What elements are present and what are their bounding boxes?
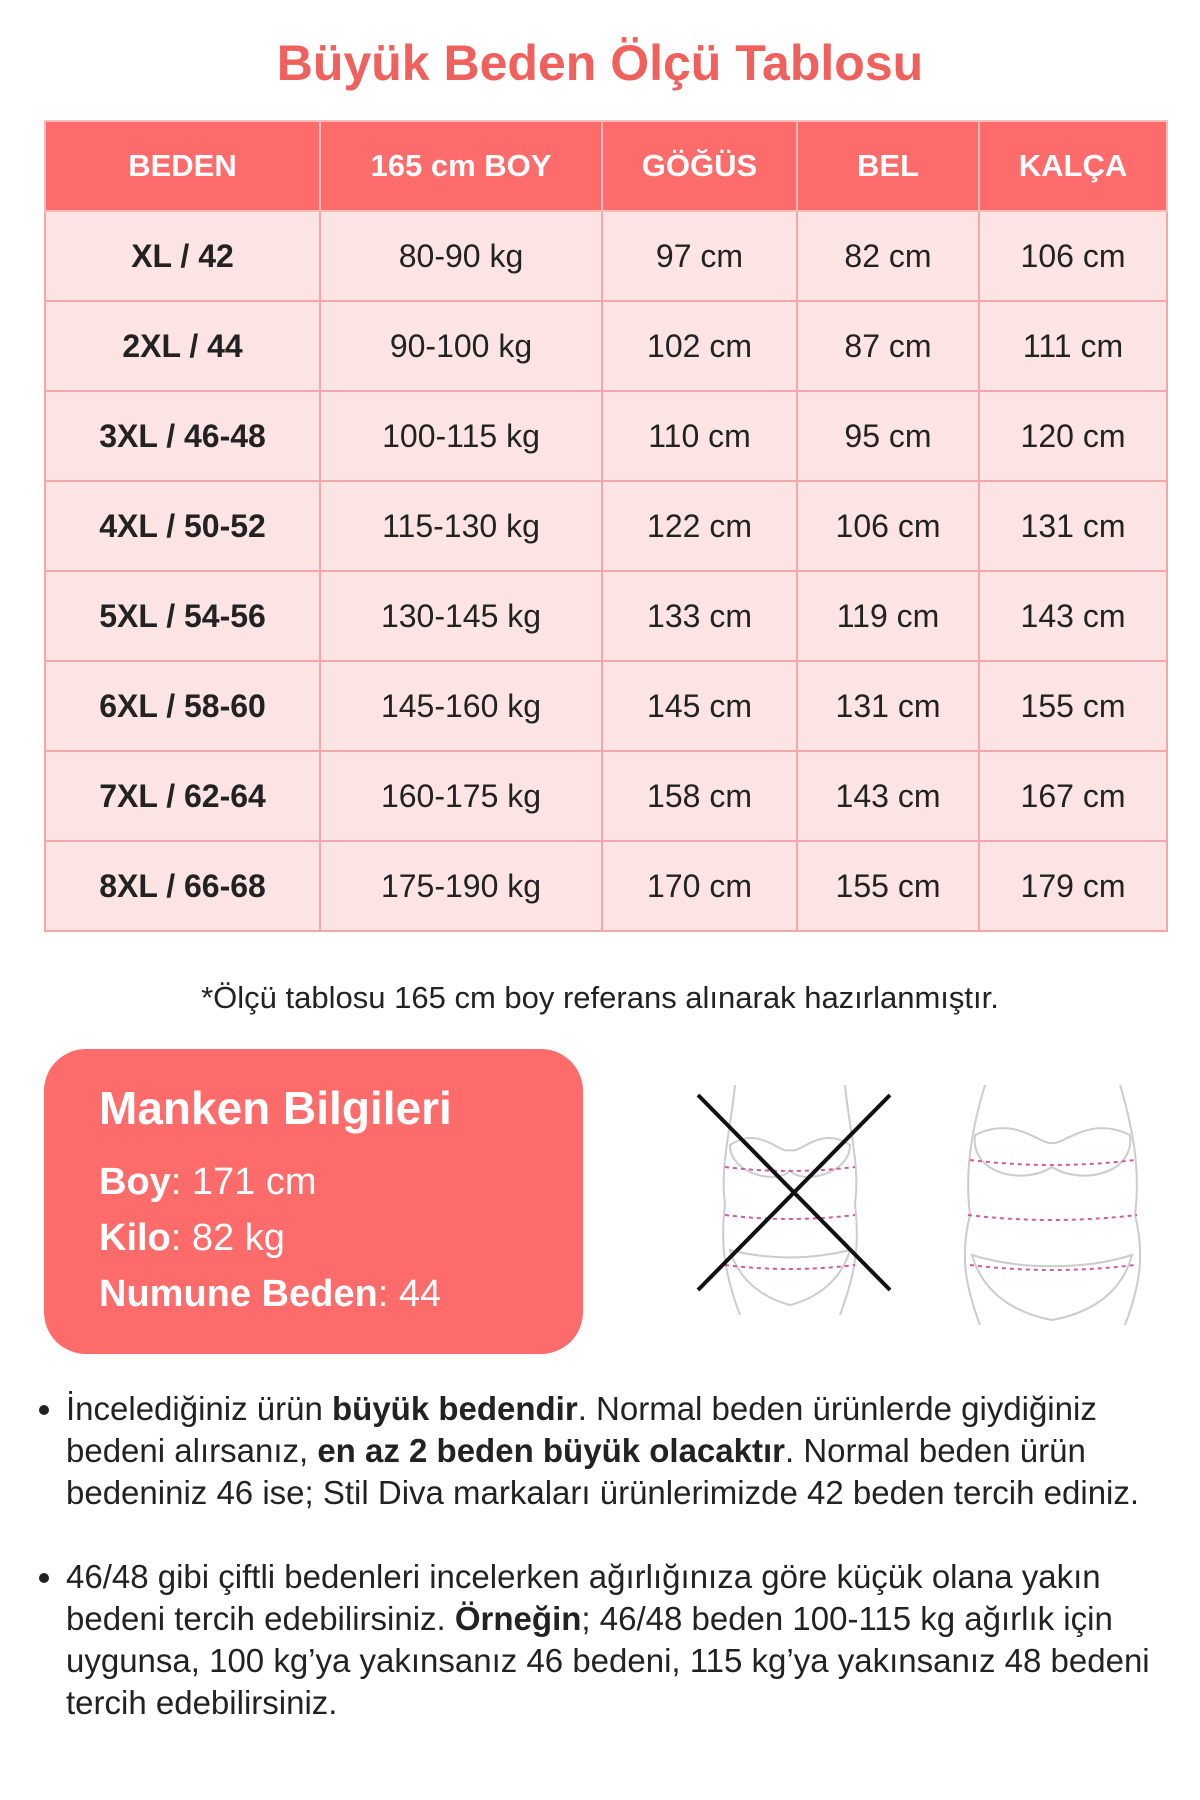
- bullet-text: . Normal beden ürünlerde giydiğiniz bede…: [66, 1390, 1097, 1469]
- model-item: Boy: 171 cm: [99, 1161, 317, 1204]
- bullet: 46/48 gibi çiftli bedenleri incelerken a…: [66, 1556, 1196, 1724]
- table-cell: 82 cm: [796, 210, 980, 302]
- bullet-list: İncelediğiniz ürün büyük bedendir. Norma…: [30, 1388, 1196, 1766]
- bullet-text: ; 46/48 beden 100-115 kg ağırlık için uy…: [66, 1600, 1150, 1721]
- bullet-text: Örneğin: [454, 1600, 582, 1637]
- table-cell: 167 cm: [978, 750, 1168, 842]
- bullet-text: büyük bedendir: [332, 1390, 578, 1427]
- table-cell: 143 cm: [796, 750, 980, 842]
- table-cell: 80-90 kg: [319, 210, 603, 302]
- bullet-text: en az 2 beden büyük olacaktır: [317, 1432, 785, 1469]
- table-cell: 158 cm: [601, 750, 798, 842]
- model-item-text: Boy: [99, 1161, 171, 1203]
- header-cell: KALÇA: [978, 120, 1168, 212]
- table-cell: 5XL / 54-56: [44, 570, 321, 662]
- table-cell: 2XL / 44: [44, 300, 321, 392]
- bullet-text: . Normal beden ürün bedeniniz 46 ise; St…: [66, 1432, 1140, 1511]
- table-cell: 145 cm: [601, 660, 798, 752]
- model-item-text: : 82 kg: [170, 1217, 285, 1259]
- table-cell: 130-145 kg: [319, 570, 603, 662]
- table-cell: XL / 42: [44, 210, 321, 302]
- table-cell: 97 cm: [601, 210, 798, 302]
- table-cell: 170 cm: [601, 840, 798, 932]
- table-cell: 115-130 kg: [319, 480, 603, 572]
- model-item: Kilo: 82 kg: [99, 1217, 285, 1260]
- table-cell: 95 cm: [796, 390, 980, 482]
- table-cell: 120 cm: [978, 390, 1168, 482]
- table-cell: 8XL / 66-68: [44, 840, 321, 932]
- table-cell: 160-175 kg: [319, 750, 603, 842]
- header-cell: 165 cm BOY: [319, 120, 603, 212]
- table-row: 3XL / 46-48 100-115 kg 110 cm 95 cm 120 cm: [44, 390, 1168, 482]
- table-row: 6XL / 58-60 145-160 kg 145 cm 131 cm 155 cm: [44, 660, 1168, 752]
- table-cell: 155 cm: [796, 840, 980, 932]
- model-item: Numune Beden: 44: [99, 1273, 441, 1316]
- table-cell: 122 cm: [601, 480, 798, 572]
- table-cell: 7XL / 62-64: [44, 750, 321, 842]
- model-title: Manken Bilgileri: [99, 1082, 452, 1134]
- note: *Ölçü tablosu 165 cm boy referans alınar…: [201, 980, 999, 1015]
- table-cell: 133 cm: [601, 570, 798, 662]
- model-item-text: Kilo: [99, 1217, 171, 1259]
- bullet-text: İncelediğiniz ürün: [66, 1390, 332, 1427]
- table-cell: 102 cm: [601, 300, 798, 392]
- model-item-text: : 44: [377, 1273, 442, 1315]
- table-cell: 90-100 kg: [319, 300, 603, 392]
- header-cell: BEL: [796, 120, 980, 212]
- size-table: BEDEN 165 cm BOY GÖĞÜS BEL KALÇA XL / 42 80-90…: [44, 120, 1168, 932]
- bullet: İncelediğiniz ürün büyük bedendir. Norma…: [66, 1388, 1196, 1514]
- table-row: 4XL / 50-52 115-130 kg 122 cm 106 cm 131 cm: [44, 480, 1168, 572]
- table-cell: 4XL / 50-52: [44, 480, 321, 572]
- header-row: BEDEN 165 cm BOY GÖĞÜS BEL KALÇA: [44, 120, 1168, 212]
- table-cell: 110 cm: [601, 390, 798, 482]
- table-cell: 131 cm: [796, 660, 980, 752]
- model-item-text: : 171 cm: [170, 1161, 317, 1203]
- table-cell: 145-160 kg: [319, 660, 603, 752]
- model-item-text: Numune Beden: [99, 1273, 378, 1315]
- table-cell: 155 cm: [978, 660, 1168, 752]
- table-row: 8XL / 66-68 175-190 kg 170 cm 155 cm 179 cm: [44, 840, 1168, 932]
- table-cell: 106 cm: [796, 480, 980, 572]
- table-cell: 100-115 kg: [319, 390, 603, 482]
- table-cell: 6XL / 58-60: [44, 660, 321, 752]
- table-cell: 143 cm: [978, 570, 1168, 662]
- bullet-text: 46/48 gibi çiftli bedenleri incelerken a…: [66, 1558, 1101, 1637]
- table-row: 7XL / 62-64 160-175 kg 158 cm 143 cm 167 cm: [44, 750, 1168, 842]
- model-info: Manken Bilgileri Boy: 171 cm Kilo: 82 kg N…: [44, 1049, 583, 1354]
- title: Büyük Beden Ölçü Tablosu: [276, 35, 924, 91]
- table-cell: 87 cm: [796, 300, 980, 392]
- header-cell: GÖĞÜS: [601, 120, 798, 212]
- table-row: 5XL / 54-56 130-145 kg 133 cm 119 cm 143 cm: [44, 570, 1168, 662]
- table-cell: 131 cm: [978, 480, 1168, 572]
- table-cell: 175-190 kg: [319, 840, 603, 932]
- header-cell: BEDEN: [44, 120, 321, 212]
- table-cell: 179 cm: [978, 840, 1168, 932]
- table-cell: 3XL / 46-48: [44, 390, 321, 482]
- body-illustrations: [696, 1084, 1142, 1326]
- table-cell: 111 cm: [978, 300, 1168, 392]
- table-cell: 106 cm: [978, 210, 1168, 302]
- table-row: 2XL / 44 90-100 kg 102 cm 87 cm 111 cm: [44, 300, 1168, 392]
- table-cell: 119 cm: [796, 570, 980, 662]
- table-row: XL / 42 80-90 kg 97 cm 82 cm 106 cm: [44, 210, 1168, 302]
